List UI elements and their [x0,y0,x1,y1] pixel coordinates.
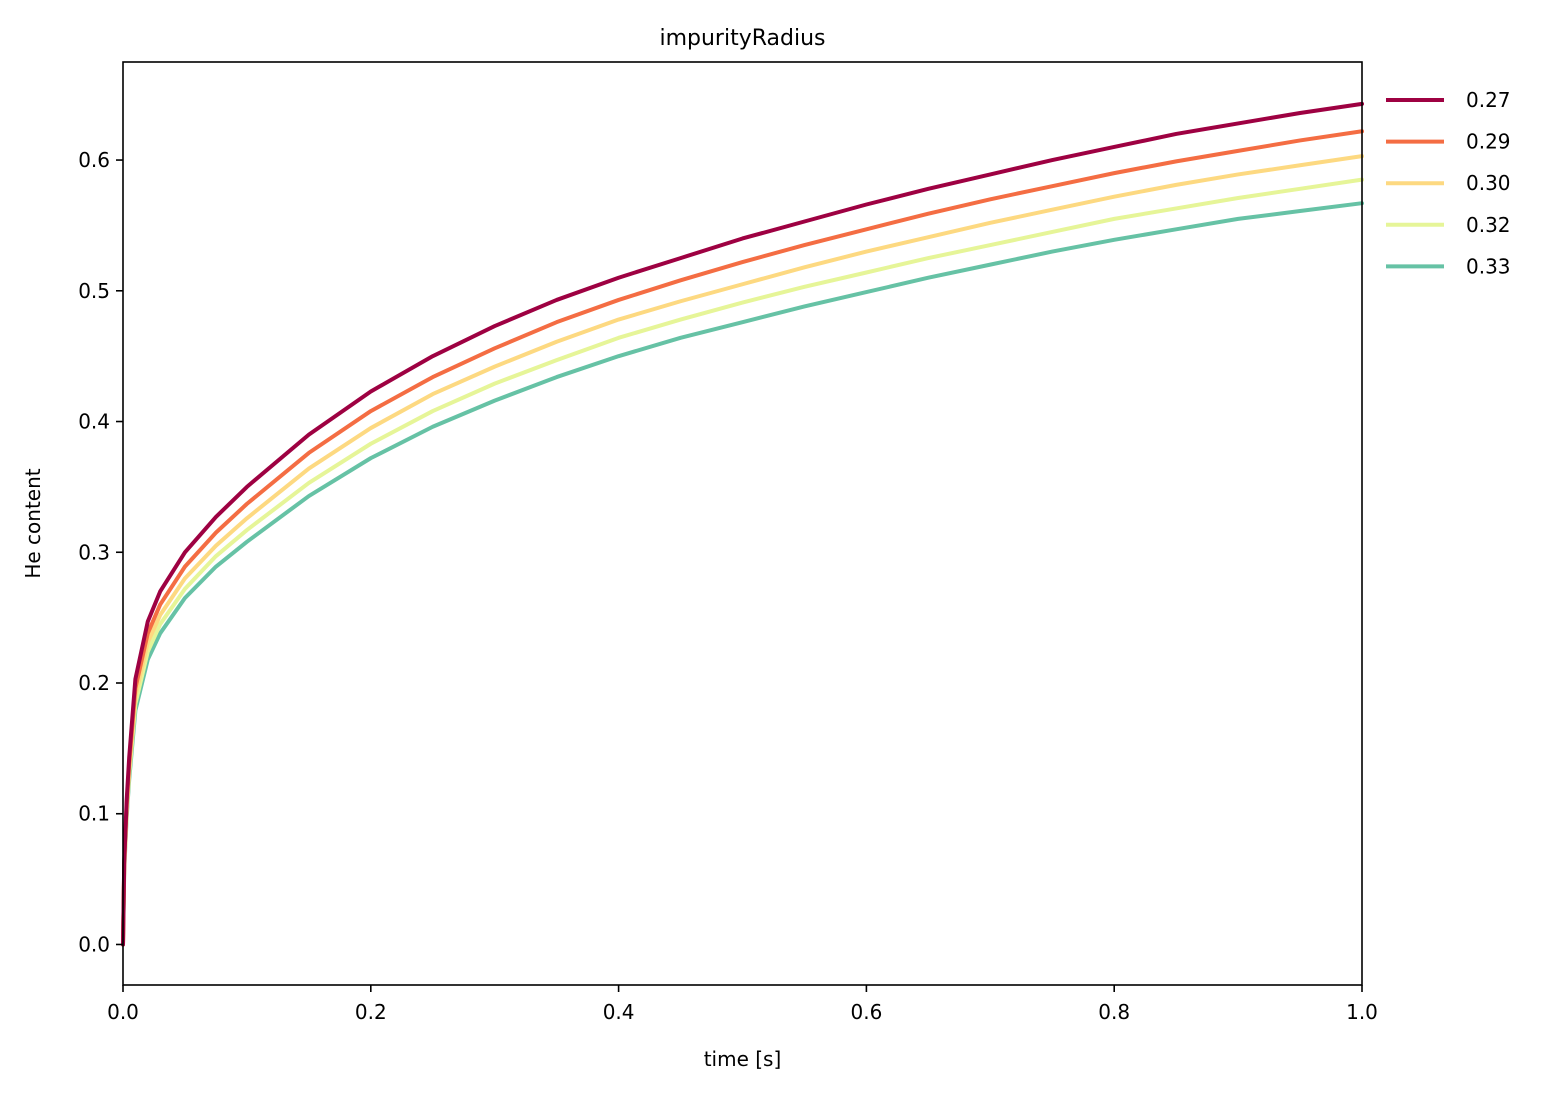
y-tick-label: 0.2 [78,671,110,695]
y-tick-label: 0.6 [78,148,110,172]
legend-label: 0.29 [1466,130,1511,154]
y-axis-label: He content [21,468,45,578]
x-tick-label: 0.4 [603,1000,635,1024]
x-tick-label: 0.2 [355,1000,387,1024]
series-line-0-32 [121,177,1364,947]
legend: 0.27 0.29 0.30 0.32 0.33 [1386,88,1511,278]
series-line-0-30 [121,154,1364,947]
x-axis-label: time [s] [704,1047,782,1071]
legend-label: 0.27 [1466,88,1511,112]
x-tick-label: 1.0 [1346,1000,1378,1024]
series-line-0-29 [121,129,1364,947]
y-tick-label: 0.0 [78,932,110,956]
y-tick-label: 0.1 [78,802,110,826]
x-axis: 0.0 0.2 0.4 0.6 0.8 1.0 [107,985,1378,1024]
y-tick-label: 0.3 [78,540,110,564]
y-axis: 0.0 0.1 0.2 0.3 0.4 0.5 0.6 [78,148,123,956]
x-tick-label: 0.8 [1098,1000,1130,1024]
legend-label: 0.33 [1466,254,1511,278]
series-line-0-33 [121,201,1364,947]
legend-label: 0.30 [1466,171,1511,195]
plot-lines [121,101,1364,947]
legend-label: 0.32 [1466,213,1511,237]
x-tick-label: 0.6 [850,1000,882,1024]
axes-frame [122,61,1363,986]
y-tick-label: 0.5 [78,279,110,303]
y-tick-label: 0.4 [78,410,110,434]
x-tick-label: 0.0 [107,1000,139,1024]
chart-title: impurityRadius [659,26,825,51]
series-line-0-27 [121,101,1364,947]
